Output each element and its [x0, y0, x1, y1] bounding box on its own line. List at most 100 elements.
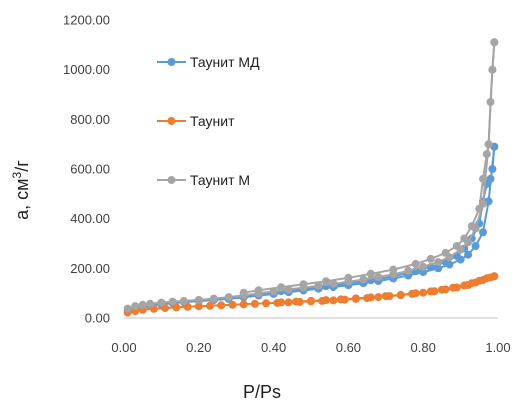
x-tick-label: 0.20 [186, 340, 211, 355]
data-point [217, 301, 226, 310]
data-point [138, 300, 147, 309]
y-tick-label: 0.00 [85, 311, 110, 326]
data-point [464, 250, 473, 259]
y-tick-label: 400.00 [70, 211, 110, 226]
y-tick-label: 1000.00 [63, 62, 110, 77]
data-point [250, 299, 259, 308]
data-point [299, 280, 308, 289]
y-tick-label: 800.00 [70, 112, 110, 127]
data-point [389, 265, 398, 274]
data-point [419, 262, 428, 271]
data-point [254, 286, 263, 295]
data-point [488, 165, 497, 173]
series-3 [123, 38, 499, 313]
y-tick-label: 600.00 [70, 162, 110, 177]
legend-label: Таунит МД [190, 54, 260, 70]
data-point [344, 273, 353, 282]
data-point [228, 300, 237, 309]
data-point [277, 283, 286, 292]
data-point [366, 269, 375, 278]
data-point [467, 222, 476, 231]
legend-label: Таунит М [190, 172, 250, 188]
data-point [381, 292, 390, 301]
y-tick-label: 1200.00 [63, 13, 110, 28]
data-point [488, 65, 497, 74]
data-point [322, 277, 330, 286]
y-tick-label: 200.00 [70, 261, 110, 276]
x-tick-label: 0.40 [261, 340, 286, 355]
data-point [146, 299, 155, 308]
y-axis-label: а, см3/г [10, 160, 32, 220]
legend-label: Таунит [190, 113, 235, 129]
x-tick-label: 0.60 [336, 340, 361, 355]
x-tick-label: 0.80 [411, 340, 436, 355]
data-point [486, 98, 495, 106]
data-point [441, 248, 450, 257]
data-point [437, 285, 446, 294]
data-point [411, 289, 420, 298]
y-axis-label-main: а, см [12, 178, 32, 219]
data-point [482, 150, 491, 159]
data-point [239, 300, 248, 309]
plot-axes: 0.00 200.00 400.00 600.00 800.00 1000.00 1200.… [63, 13, 511, 356]
data-point [467, 279, 476, 288]
data-point [209, 294, 218, 303]
data-point [314, 281, 323, 290]
legend-marker [167, 117, 176, 125]
data-point [172, 303, 181, 312]
legend-marker [167, 58, 176, 66]
data-point [482, 274, 491, 283]
data-point [307, 296, 315, 305]
x-tick-label: 1.00 [485, 340, 510, 355]
data-point [224, 293, 233, 302]
data-point [359, 275, 368, 284]
data-point [123, 304, 132, 313]
data-point [426, 287, 435, 296]
x-axis-label: P/Ps [243, 382, 281, 402]
data-point [183, 302, 192, 311]
data-point [479, 174, 487, 183]
data-point [336, 295, 345, 304]
data-point [179, 296, 188, 305]
legend-item: Таунит М [157, 172, 250, 188]
data-point [460, 234, 469, 243]
data-point [206, 301, 214, 310]
series-line-adsorption [127, 275, 495, 314]
data-point [411, 259, 420, 268]
data-point [157, 298, 166, 307]
data-point [490, 38, 499, 47]
data-point [452, 242, 461, 250]
data-point [396, 290, 405, 299]
legend-marker [167, 176, 176, 184]
data-point [404, 266, 413, 275]
y-axis-label-tail: /г [12, 160, 32, 172]
x-tick-label: 0.00 [111, 340, 136, 355]
data-point [471, 242, 480, 250]
data-point [434, 258, 443, 267]
data-point [262, 299, 271, 308]
data-point [490, 272, 499, 281]
series-2 [123, 272, 499, 317]
data-point [475, 204, 484, 213]
data-point [292, 297, 300, 306]
data-point [484, 140, 493, 149]
data-point [479, 228, 487, 237]
data-point [239, 288, 248, 297]
y-axis-label-sup: 3 [10, 171, 24, 178]
data-point [194, 295, 203, 304]
data-point [329, 279, 338, 288]
data-point [351, 294, 360, 303]
data-point [374, 273, 383, 281]
data-point [322, 296, 330, 305]
data-point [194, 302, 203, 311]
data-point [366, 293, 375, 302]
data-point [449, 283, 458, 292]
legend-item: Таунит МД [157, 54, 260, 70]
data-point [475, 276, 484, 285]
legend-item: Таунит [157, 113, 235, 129]
series-layer [123, 38, 499, 317]
data-point [168, 297, 177, 306]
data-point [131, 302, 140, 311]
data-point [460, 281, 469, 290]
